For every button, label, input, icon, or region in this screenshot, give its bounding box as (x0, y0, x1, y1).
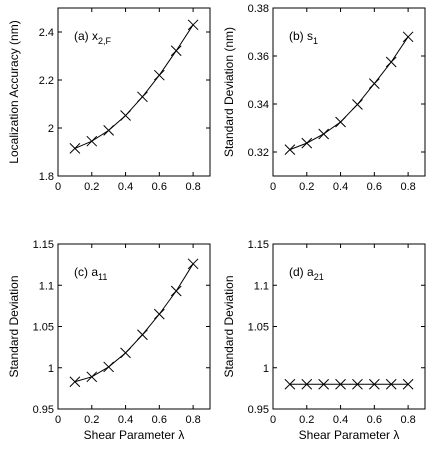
x-tick-label: 0 (270, 181, 276, 193)
y-tick-label: 1.15 (33, 239, 54, 251)
data-point-marker (103, 125, 115, 136)
data-point-marker (284, 144, 296, 155)
data-point-marker (335, 116, 346, 128)
data-point-marker (137, 329, 148, 341)
data-point-marker (170, 45, 182, 57)
chart-panel-1: 0 0.2 0.4 0.6 0.8 0.32 0.34 0.36 0.38 (b) s1 Stand… (222, 3, 426, 193)
y-tick-label: 0.34 (248, 99, 269, 111)
y-tick-label: 0.32 (248, 147, 269, 159)
y-tick-label: 1 (48, 363, 54, 375)
data-point-marker (170, 285, 182, 297)
data-point-marker (103, 361, 115, 373)
panel-label: (b) s1 (289, 29, 318, 46)
panel-label: (d) a21 (289, 265, 324, 282)
y-tick-label: 1.05 (248, 322, 269, 334)
data-point-marker (187, 258, 199, 270)
data-point-marker (187, 19, 199, 31)
x-axis-label: Shear Parameter λ (84, 428, 185, 442)
y-tick-label: 1.15 (248, 239, 269, 251)
series-line (74, 263, 194, 383)
data-point-marker (335, 378, 346, 390)
data-point-marker (368, 78, 380, 89)
x-tick-label: 0.6 (152, 414, 167, 426)
data-point-marker (352, 378, 363, 390)
x-tick-label: 0.2 (84, 181, 99, 193)
series-line (74, 24, 194, 149)
y-tick-label: 0.95 (33, 404, 54, 416)
chart-panel-0: 0 0.2 0.4 0.6 0.8 1.8 2 2.2 2.4 (a) x2,F Localizat… (7, 7, 211, 193)
data-point-marker (301, 378, 313, 390)
panel-label: (c) a11 (74, 265, 107, 282)
x-tick-label: 0.4 (333, 414, 348, 426)
y-tick-label: 1.8 (39, 171, 54, 183)
x-axis-label: Shear Parameter λ (299, 428, 400, 442)
x-tick-label: 0.8 (400, 414, 415, 426)
y-tick-label: 0.38 (248, 3, 269, 15)
data-point-marker (86, 371, 98, 383)
x-tick-label: 0.8 (400, 181, 415, 193)
data-point-marker (318, 128, 330, 140)
data-point-marker (120, 110, 131, 121)
plot-frame (57, 7, 211, 177)
chart-panel-2: 0 0.2 0.4 0.6 0.8 0.95 1 1.05 1.1 1.15 (c) a11 Stan… (7, 239, 211, 442)
plot-frame (272, 7, 426, 177)
y-axis-label: Localization Accuracy (nm) (7, 20, 21, 163)
data-point-marker (153, 308, 165, 320)
data-point-marker (69, 143, 81, 154)
y-axis-label: Standard Deviation (7, 275, 21, 377)
y-tick-label: 1 (263, 363, 269, 375)
series-line (289, 36, 409, 151)
x-tick-label: 0.2 (299, 181, 314, 193)
y-tick-label: 1.1 (254, 280, 269, 292)
y-tick-label: 2.2 (39, 75, 54, 87)
x-tick-label: 0.6 (367, 414, 382, 426)
data-point-marker (385, 378, 397, 390)
x-tick-label: 0.8 (185, 181, 200, 193)
data-point-marker (153, 69, 165, 81)
x-tick-label: 0 (270, 414, 276, 426)
y-axis-label: Standard Deviation (nm) (222, 27, 236, 157)
data-point-marker (402, 31, 414, 43)
y-tick-label: 1.05 (33, 322, 54, 334)
x-tick-label: 0.4 (118, 181, 133, 193)
data-point-marker (352, 99, 363, 110)
x-tick-label: 0.2 (299, 414, 314, 426)
x-tick-label: 0.8 (185, 414, 200, 426)
y-tick-label: 0.95 (248, 404, 269, 416)
x-tick-label: 0.2 (84, 414, 99, 426)
chart-panel-3: 0 0.2 0.4 0.6 0.8 0.95 1 1.05 1.1 1.15 (d) a21 Stan… (222, 239, 426, 442)
y-tick-label: 2.4 (39, 27, 54, 39)
panel-label: (a) x2,F (74, 29, 112, 46)
x-tick-label: 0 (55, 414, 61, 426)
data-point-marker (301, 137, 313, 149)
x-tick-label: 0.4 (333, 181, 348, 193)
y-axis-label: Standard Deviation (222, 275, 236, 377)
data-point-marker (318, 378, 330, 390)
y-tick-label: 0.36 (248, 51, 269, 63)
x-tick-label: 0.6 (367, 181, 382, 193)
data-point-marker (120, 347, 131, 359)
data-point-marker (137, 91, 148, 103)
data-point-marker (402, 378, 414, 390)
y-tick-label: 1.1 (39, 280, 54, 292)
data-point-marker (69, 376, 81, 388)
x-tick-label: 0.4 (118, 414, 133, 426)
x-tick-label: 0 (55, 181, 61, 193)
data-point-marker (86, 135, 98, 147)
x-tick-label: 0.6 (152, 181, 167, 193)
data-point-marker (284, 378, 296, 390)
data-point-marker (368, 378, 380, 390)
data-point-marker (385, 56, 397, 68)
y-tick-label: 2 (48, 123, 54, 135)
